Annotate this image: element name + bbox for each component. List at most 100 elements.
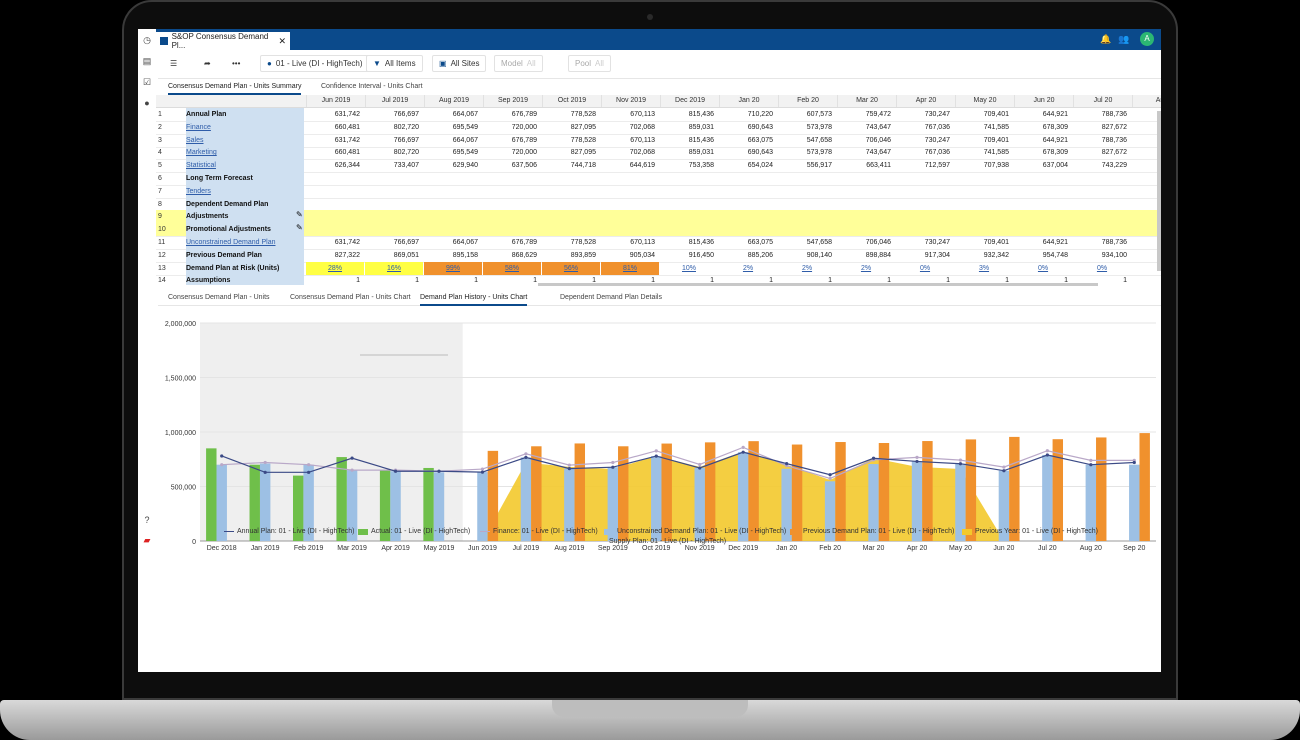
table-cell[interactable]: 893,859 [570, 251, 596, 259]
table-cell[interactable]: 709,401 [983, 239, 1009, 246]
table-cell[interactable]: 827,095 [570, 123, 596, 131]
table-cell[interactable]: 788,736 [1101, 136, 1127, 144]
risk-cell[interactable]: 2% [860, 264, 872, 272]
table-cell[interactable]: 670,113 [630, 111, 655, 118]
table-cell[interactable]: 778,528 [570, 239, 596, 246]
table-cell[interactable]: 663,411 [866, 162, 891, 170]
table-cell[interactable]: 827,095 [570, 149, 596, 157]
table-cell[interactable]: 706,046 [865, 136, 891, 144]
column-header[interactable]: May 20 [955, 95, 1014, 107]
table-cell[interactable]: 607,573 [806, 111, 832, 118]
table-cell[interactable]: 720,000 [511, 149, 537, 157]
chat-icon[interactable]: ● [144, 98, 150, 108]
table-cell[interactable]: 788,736 [1101, 111, 1127, 118]
table-cell[interactable]: 1 [828, 277, 832, 285]
column-header[interactable]: Nov 2019 [601, 95, 660, 107]
table-cell[interactable]: 660,481 [334, 149, 360, 157]
table-cell[interactable]: 631,742 [334, 239, 360, 246]
edit-pencil-icon[interactable]: ✎ [296, 210, 303, 220]
table-cell[interactable]: 1 [1123, 277, 1127, 285]
settings-sliders-icon[interactable]: ☰ [164, 55, 184, 72]
table-cell[interactable]: 743,647 [865, 123, 891, 131]
table-cell[interactable]: 626,344 [334, 162, 360, 170]
table-cell[interactable]: 678,309 [1042, 123, 1068, 131]
row-label[interactable]: Marketing [186, 146, 304, 160]
column-header[interactable]: Sep 2019 [483, 95, 542, 107]
table-cell[interactable]: 869,051 [393, 251, 419, 259]
risk-cell[interactable]: 3% [978, 264, 990, 272]
checklist-icon[interactable]: ☑ [142, 77, 152, 87]
table-cell[interactable]: 1 [592, 277, 596, 285]
table-cell[interactable]: 631,742 [334, 136, 360, 144]
table-cell[interactable]: 1 [769, 277, 773, 285]
table-cell[interactable]: 954,748 [1042, 251, 1068, 259]
table-cell[interactable]: 631,742 [334, 111, 360, 118]
table-cell[interactable]: 1 [1005, 277, 1009, 285]
table-cell[interactable]: 859,031 [688, 149, 714, 157]
table-cell[interactable]: 1 [415, 277, 419, 285]
legend-finance[interactable]: Finance: 01 - Live (DI - HighTech) [480, 528, 598, 535]
table-cell[interactable]: 802,720 [393, 149, 419, 157]
table-cell[interactable]: 644,921 [1042, 111, 1068, 118]
table-cell[interactable]: 702,068 [629, 123, 655, 131]
legend-previous-year[interactable]: Previous Year: 01 - Live (DI - HighTech) [962, 528, 1098, 535]
grid-vertical-scrollbar[interactable] [1157, 111, 1161, 271]
table-cell[interactable]: 753,358 [688, 162, 714, 170]
table-cell[interactable]: 1 [887, 277, 891, 285]
edit-pencil-icon[interactable]: ✎ [296, 223, 303, 233]
table-cell[interactable]: 1 [1064, 277, 1068, 285]
table-cell[interactable]: 676,789 [511, 136, 537, 144]
sites-filter[interactable]: ▣ All Sites [432, 55, 487, 72]
table-cell[interactable]: 778,528 [570, 136, 596, 144]
table-cell[interactable]: 885,206 [747, 251, 773, 259]
table-cell[interactable]: 664,067 [452, 136, 478, 144]
column-header[interactable]: Jan 20 [719, 95, 778, 107]
column-header[interactable]: Mar 20 [837, 95, 896, 107]
table-cell[interactable]: 547,658 [806, 239, 832, 246]
table-cell[interactable]: 720,000 [511, 123, 537, 131]
table-cell[interactable]: 690,643 [747, 123, 773, 131]
tab-dependent-demand-details[interactable]: Dependent Demand Plan Details [560, 294, 662, 301]
users-icon[interactable]: 👥 [1118, 34, 1130, 44]
table-cell[interactable]: 815,436 [688, 239, 714, 246]
table-cell[interactable]: 695,549 [452, 123, 478, 131]
row-label[interactable]: Sales [186, 133, 304, 147]
table-cell[interactable]: 644,619 [629, 162, 655, 170]
grid-horizontal-scrollbar[interactable] [538, 283, 1098, 286]
table-cell[interactable]: 1 [946, 277, 950, 285]
share-icon[interactable]: ➦ [198, 55, 217, 72]
legend-annual-plan[interactable]: Annual Plan: 01 - Live (DI - HighTech) [224, 528, 355, 535]
column-header[interactable]: Dec 2019 [660, 95, 719, 107]
table-cell[interactable]: 868,629 [511, 251, 537, 259]
tab-units-summary[interactable]: Consensus Demand Plan - Units Summary [168, 80, 302, 95]
table-cell[interactable]: 707,938 [983, 162, 1009, 170]
column-header[interactable]: Oct 2019 [542, 95, 601, 107]
table-cell[interactable]: 664,067 [452, 239, 478, 246]
table-cell[interactable]: 766,697 [393, 136, 419, 144]
table-cell[interactable]: 741,585 [983, 123, 1009, 131]
table-cell[interactable]: 663,075 [747, 136, 773, 144]
table-cell[interactable]: 733,407 [393, 162, 419, 170]
table-cell[interactable]: 637,506 [511, 162, 537, 170]
table-cell[interactable]: 702,068 [629, 149, 655, 157]
table-cell[interactable]: 1 [651, 277, 655, 285]
table-cell[interactable]: 676,789 [511, 239, 537, 246]
risk-cell[interactable]: 81% [601, 261, 659, 275]
tab-demand-plan-units[interactable]: Consensus Demand Plan - Units [168, 294, 270, 301]
table-cell[interactable]: 778,528 [570, 111, 596, 118]
legend-supply-plan[interactable]: Supply Plan: 01 - Live (DI - HighTech) [596, 538, 726, 545]
table-cell[interactable]: 766,697 [393, 111, 419, 118]
table-cell[interactable]: 730,247 [924, 239, 950, 246]
table-cell[interactable]: 670,113 [630, 136, 655, 144]
avatar[interactable]: A [1140, 32, 1154, 46]
table-cell[interactable]: 744,718 [570, 162, 596, 170]
table-cell[interactable]: 827,672 [1101, 149, 1127, 157]
table-cell[interactable]: 802,720 [393, 123, 419, 131]
column-header[interactable]: Feb 20 [778, 95, 837, 107]
table-cell[interactable]: 556,917 [806, 162, 832, 170]
table-cell[interactable]: 706,046 [865, 239, 891, 246]
table-cell[interactable]: 767,036 [924, 149, 950, 157]
table-cell[interactable]: 663,075 [747, 239, 773, 246]
table-cell[interactable]: 932,342 [983, 251, 1009, 259]
scenario-selector[interactable]: ● 01 - Live (DI - HighTech) [260, 55, 370, 72]
